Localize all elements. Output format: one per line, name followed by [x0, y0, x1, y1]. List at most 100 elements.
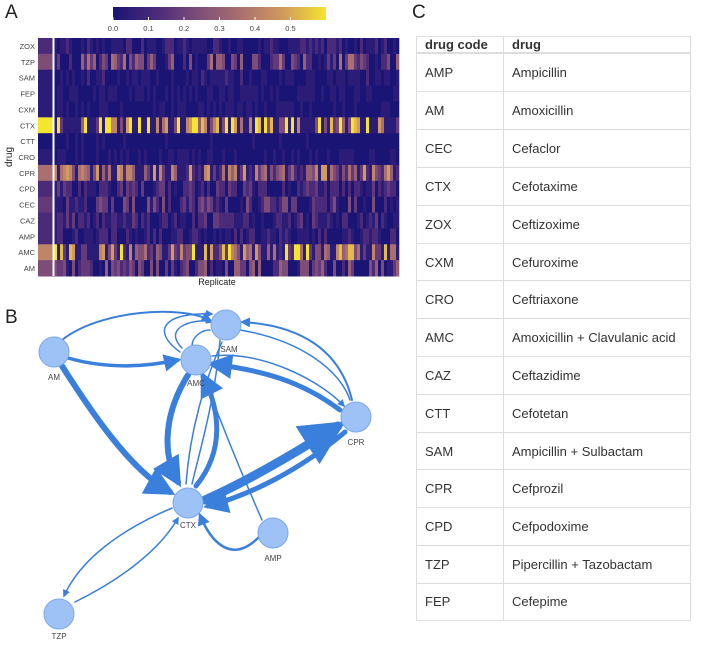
heatmap-cell: [174, 212, 178, 229]
network-node-sam: [210, 309, 242, 341]
heatmap-cell: [297, 180, 301, 198]
heatmap-cell: [348, 117, 352, 134]
heatmap-cell: [147, 69, 151, 87]
heatmap-cell: [249, 117, 253, 134]
drug-code-cell: CRO: [417, 280, 504, 319]
heatmap-cell: [321, 244, 325, 261]
heatmap-cell: [84, 101, 88, 118]
heatmap-cell: [96, 117, 100, 134]
heatmap-cell: [228, 180, 232, 198]
edge-cpr-ctx: [203, 429, 348, 514]
heatmap-cell: [378, 69, 382, 87]
heatmap-cell: [252, 164, 256, 182]
heatmap-cell: [285, 85, 289, 102]
heatmap-cell: [216, 244, 220, 261]
drug-name-cell: Cefprozil: [503, 469, 690, 508]
heatmap-cell: [144, 244, 148, 261]
heatmap-cell: [72, 164, 76, 182]
heatmap-cell: [312, 228, 316, 245]
heatmap-cell: [117, 164, 121, 182]
heatmap-cell: [336, 244, 340, 261]
heatmap-row-label: CEC: [19, 201, 35, 210]
heatmap-cell: [93, 260, 97, 277]
heatmap-cell: [351, 117, 355, 134]
heatmap-cell: [360, 228, 364, 245]
heatmap-cell: [237, 53, 241, 71]
heatmap-cell: [105, 196, 109, 214]
heatmap-cell: [315, 196, 319, 214]
heatmap-cell: [312, 260, 316, 277]
heatmap-cell: [300, 196, 304, 214]
heatmap-cell: [297, 212, 301, 229]
heatmap-cell: [243, 101, 247, 118]
heatmap-cell: [273, 85, 277, 102]
heatmap-cell: [321, 101, 325, 118]
heatmap-cell: [201, 101, 205, 118]
heatmap-cell: [273, 53, 277, 71]
heatmap-cell: [375, 180, 379, 198]
heatmap-cell: [261, 133, 265, 150]
heatmap-cell: [210, 38, 214, 55]
heatmap-cell: [171, 53, 175, 71]
heatmap-cell: [54, 244, 58, 261]
heatmap-cell: [216, 228, 220, 245]
heatmap-summary-cell: [38, 196, 54, 214]
heatmap-cell: [162, 149, 166, 166]
heatmap-cell: [111, 149, 115, 166]
heatmap-cell: [99, 149, 103, 166]
heatmap-cell: [375, 149, 379, 166]
heatmap-cell: [360, 117, 364, 134]
heatmap-cell: [345, 228, 349, 245]
heatmap-cell: [285, 244, 289, 261]
heatmap-cell: [354, 38, 358, 55]
heatmap-cell: [60, 85, 64, 102]
heatmap-cell: [60, 117, 64, 134]
heatmap-cell: [303, 260, 307, 277]
heatmap-cell: [144, 260, 148, 277]
heatmap-cell: [165, 85, 169, 102]
heatmap-cell: [168, 260, 172, 277]
heatmap-cell: [117, 133, 121, 150]
heatmap-cell: [354, 117, 358, 134]
heatmap-cell: [312, 212, 316, 229]
heatmap-cell: [210, 101, 214, 118]
heatmap-cell: [222, 180, 226, 198]
heatmap-cell: [153, 244, 157, 261]
heatmap-cell: [384, 85, 388, 102]
heatmap-cell: [390, 133, 394, 150]
heatmap-cell: [99, 85, 103, 102]
heatmap-cell: [63, 53, 67, 71]
heatmap-cell: [372, 180, 376, 198]
heatmap-cell: [126, 244, 130, 261]
heatmap-cell: [246, 196, 250, 214]
heatmap-cell: [198, 196, 202, 214]
heatmap-cell: [177, 69, 181, 87]
heatmap-cell: [63, 244, 67, 261]
heatmap-cell: [258, 260, 262, 277]
heatmap-cell: [306, 212, 310, 229]
drug-name-cell: Ampicillin: [503, 52, 690, 92]
heatmap-cell: [384, 53, 388, 71]
heatmap-cell: [297, 149, 301, 166]
heatmap-cell: [180, 212, 184, 229]
colorbar-tick-label: 0.2: [179, 24, 189, 33]
heatmap-cell: [72, 133, 76, 150]
heatmap-cell: [69, 69, 73, 87]
heatmap-cell: [90, 53, 94, 71]
heatmap-cell: [87, 196, 91, 214]
heatmap-cell: [318, 164, 322, 182]
heatmap-cell: [333, 228, 337, 245]
heatmap-cell: [204, 180, 208, 198]
heatmap-cell: [75, 133, 79, 150]
heatmap-cell: [297, 196, 301, 214]
drug-code-cell: CPR: [417, 469, 504, 508]
heatmap-cell: [123, 149, 127, 166]
edge-ctx-cpr: [200, 421, 346, 505]
drug-name-cell: Ampicillin + Sulbactam: [503, 431, 690, 470]
heatmap-cell: [129, 196, 133, 214]
heatmap-cell: [210, 180, 214, 198]
heatmap-cell: [234, 180, 238, 198]
heatmap-cell: [306, 244, 310, 261]
heatmap-cell: [129, 244, 133, 261]
heatmap-cell: [258, 212, 262, 229]
